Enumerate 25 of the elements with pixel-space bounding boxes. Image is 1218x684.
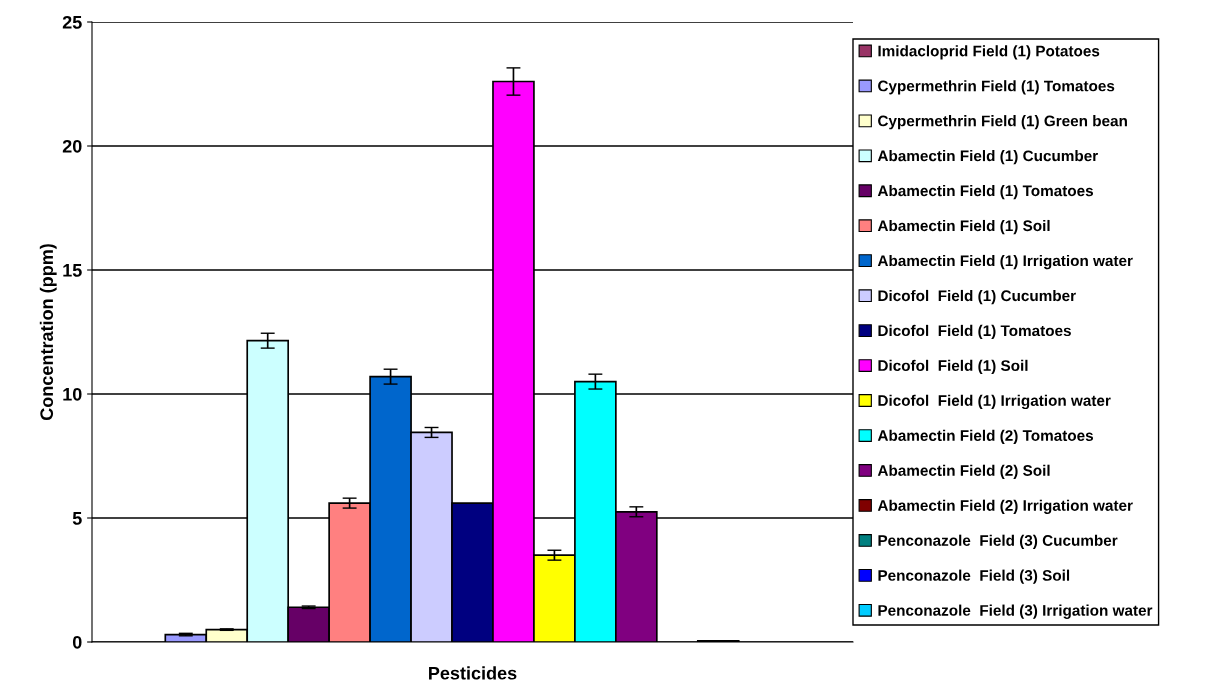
y-tick-label: 25: [62, 15, 82, 29]
legend-label: Imidacloprid Field (1) Potatoes: [878, 45, 1100, 60]
legend-label: Abamectin Field (2) Soil: [877, 464, 1050, 479]
y-tick-label: 5: [72, 512, 82, 525]
legend-label: Abamectin Field (2) Tomatoes: [877, 429, 1094, 445]
y-axis-title: Concentration (ppm): [39, 244, 57, 421]
legend-label: Abamectin Field (1) Cucumber: [877, 150, 1098, 165]
y-tick-label: 0: [72, 635, 82, 649]
legend-label: Abamectin Field (2) Irrigation water: [877, 499, 1133, 514]
legend-label: Penconazole Field (3) Soil: [878, 569, 1070, 584]
y-tick-label: 10: [63, 387, 82, 401]
legend-label: Dicofol Field (1) Soil: [878, 359, 1028, 375]
legend-label: Cypermethrin Field (1) Green bean: [878, 115, 1127, 130]
legend-label: Cypermethrin Field (1) Tomatoes: [878, 80, 1115, 95]
x-axis-title: Pesticides: [429, 666, 517, 680]
legend-label: Abamectin Field (1) Irrigation water: [877, 254, 1133, 270]
y-tick-label: 20: [62, 139, 82, 153]
legend-label: Dicofol Field (1) Tomatoes: [878, 324, 1071, 340]
legend-label: Penconazole Field (3) Irrigation water: [878, 604, 1153, 619]
y-tick-label: 15: [63, 264, 82, 277]
legend-label: Abamectin Field (1) Tomatoes: [877, 184, 1094, 200]
legend-label: Abamectin Field (1) Soil: [877, 219, 1050, 235]
legend-label: Dicofol Field (1) Cucumber: [878, 289, 1076, 305]
legend-label: Penconazole Field (3) Cucumber: [878, 534, 1118, 549]
legend-label: Dicofol Field (1) Irrigation water: [878, 394, 1111, 410]
